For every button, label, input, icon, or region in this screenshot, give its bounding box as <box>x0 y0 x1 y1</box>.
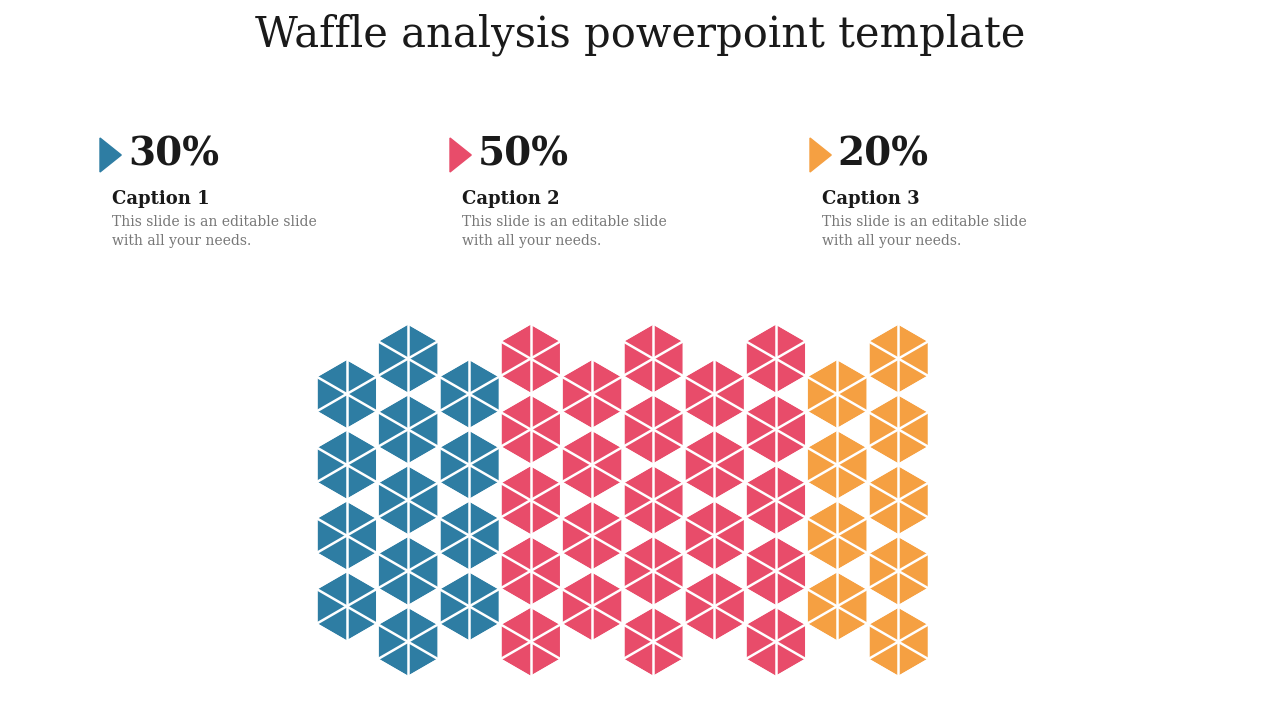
Polygon shape <box>684 500 745 571</box>
Polygon shape <box>439 359 500 429</box>
Polygon shape <box>806 571 868 642</box>
Text: Caption 1: Caption 1 <box>113 190 210 208</box>
Polygon shape <box>500 606 561 677</box>
Text: 20%: 20% <box>838 136 929 174</box>
Polygon shape <box>316 571 378 642</box>
Polygon shape <box>378 606 439 677</box>
Polygon shape <box>500 536 561 606</box>
Polygon shape <box>806 429 868 500</box>
Text: Caption 3: Caption 3 <box>822 190 919 208</box>
Polygon shape <box>745 606 806 677</box>
Polygon shape <box>868 323 929 394</box>
Polygon shape <box>684 571 745 642</box>
Polygon shape <box>622 606 684 677</box>
Text: This slide is an editable slide
with all your needs.: This slide is an editable slide with all… <box>462 215 667 248</box>
Polygon shape <box>500 323 561 394</box>
Polygon shape <box>561 359 622 429</box>
Polygon shape <box>868 606 929 677</box>
Polygon shape <box>500 465 561 536</box>
Polygon shape <box>810 138 831 172</box>
Polygon shape <box>745 323 806 394</box>
Polygon shape <box>100 138 122 172</box>
Polygon shape <box>745 465 806 536</box>
Text: This slide is an editable slide
with all your needs.: This slide is an editable slide with all… <box>113 215 316 248</box>
Polygon shape <box>378 465 439 536</box>
Text: Waffle analysis powerpoint template: Waffle analysis powerpoint template <box>255 14 1025 56</box>
Polygon shape <box>316 500 378 571</box>
Polygon shape <box>316 359 378 429</box>
Text: 30%: 30% <box>128 136 219 174</box>
Polygon shape <box>439 571 500 642</box>
Polygon shape <box>378 323 439 394</box>
Text: Caption 2: Caption 2 <box>462 190 559 208</box>
Polygon shape <box>868 465 929 536</box>
Polygon shape <box>439 429 500 500</box>
Polygon shape <box>378 394 439 465</box>
Polygon shape <box>622 394 684 465</box>
Polygon shape <box>745 394 806 465</box>
Polygon shape <box>439 500 500 571</box>
Polygon shape <box>561 429 622 500</box>
Polygon shape <box>561 571 622 642</box>
Polygon shape <box>378 536 439 606</box>
Polygon shape <box>622 323 684 394</box>
Polygon shape <box>806 500 868 571</box>
Polygon shape <box>806 359 868 429</box>
Polygon shape <box>868 394 929 465</box>
Polygon shape <box>745 536 806 606</box>
Polygon shape <box>316 429 378 500</box>
Polygon shape <box>622 536 684 606</box>
Polygon shape <box>684 429 745 500</box>
Polygon shape <box>451 138 471 172</box>
Polygon shape <box>868 536 929 606</box>
Polygon shape <box>684 359 745 429</box>
Text: This slide is an editable slide
with all your needs.: This slide is an editable slide with all… <box>822 215 1027 248</box>
Text: 50%: 50% <box>477 136 568 174</box>
Polygon shape <box>500 394 561 465</box>
Polygon shape <box>561 500 622 571</box>
Polygon shape <box>622 465 684 536</box>
